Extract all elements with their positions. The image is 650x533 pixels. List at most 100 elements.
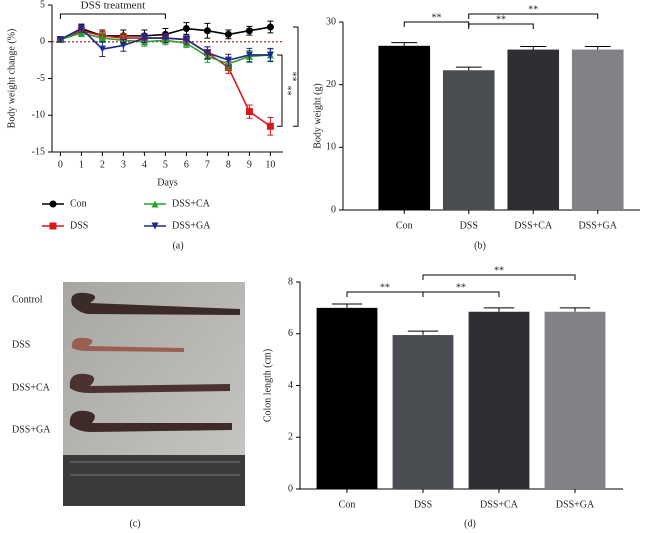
marker [56,36,64,44]
annotation: DSS treatment [81,0,145,12]
y-tick-label: 0 [331,204,336,215]
panel-label: (a) [172,240,183,251]
x-tick-label: 8 [226,159,231,170]
x-tick-label: DSS [460,220,478,231]
x-tick-label: 4 [142,159,147,170]
colon [71,292,240,315]
photo-label: DSS+CA [12,382,51,393]
legend-marker [49,222,57,230]
bar [507,49,560,210]
photo-label: DSS [12,339,30,350]
bar [571,49,624,210]
x-tick-label: 3 [121,159,126,170]
marker [266,23,274,31]
panel-label: (c) [129,518,140,529]
x-tick-label: 9 [247,159,252,170]
bar [468,311,530,489]
marker [245,108,253,116]
legend-label: DSS+CA [172,198,211,209]
y-tick-label: 8 [288,276,293,287]
y-tick-label: 2 [288,432,293,443]
marker [266,51,274,59]
marker [119,41,127,49]
x-tick-label: DSS [414,499,432,510]
panel-label: (b) [474,240,486,251]
error-bar [455,66,482,71]
photo [63,282,245,506]
marker [77,29,85,37]
error-bar [584,45,611,50]
marker [98,45,106,53]
significance-label: ** [432,12,442,23]
significance-label: ** [380,282,390,293]
x-tick-label: 0 [58,159,63,170]
marker [224,30,232,38]
bar [316,307,378,489]
legend-marker [151,200,159,208]
x-tick-label: 10 [265,159,275,170]
marker [182,36,190,44]
x-tick-label: 7 [205,159,210,170]
error-bar [559,307,591,312]
y-axis-label: Colon length (cm) [262,349,273,422]
y-tick-label: 4 [288,380,293,391]
bar [442,70,495,211]
significance-label: ** [287,72,298,82]
x-tick-label: 1 [79,159,84,170]
significance-label: ** [456,282,466,293]
significance-bracket [422,274,576,280]
colon [69,410,232,432]
photo-label: Control [12,294,43,305]
ruler-lines [70,461,240,476]
marker [203,49,211,57]
significance-bracket [468,23,534,29]
x-tick-label: 5 [163,159,168,170]
significance-bracket [468,13,599,19]
bar [392,335,454,489]
significance-bracket [277,54,283,127]
marker [266,122,274,130]
photo-label: DSS+GA [12,424,51,435]
marker [245,27,253,35]
legend-label: DSS+GA [172,220,211,231]
legend-marker [49,200,57,208]
significance-label: ** [282,86,293,96]
bar [378,45,431,211]
marker [224,56,232,64]
x-axis-label: Days [157,177,178,188]
x-tick-label: DSS+CA [514,220,553,231]
error-bar [391,42,418,46]
y-axis-label: Body weight change (%) [6,29,17,129]
x-tick-label: 2 [100,159,105,170]
y-tick-label: 20 [326,79,336,90]
colon [71,337,184,352]
y-tick-label: 5 [40,0,45,10]
x-tick-label: Con [396,220,413,231]
panel-label: (d) [464,518,476,529]
y-tick-label: -15 [32,146,45,157]
y-tick-label: 0 [40,36,45,47]
colon [69,373,230,393]
significance-label: ** [528,4,538,15]
x-tick-label: 6 [184,159,189,170]
y-tick-label: -10 [32,110,45,121]
legend-marker [151,222,159,230]
significance-label: ** [494,265,504,276]
marker [77,25,85,33]
bar [544,311,606,489]
x-tick-label: DSS+CA [480,499,519,510]
y-tick-label: 6 [288,328,293,339]
error-bar [483,307,515,312]
y-tick-label: 30 [326,16,336,27]
marker [182,25,190,33]
marker [203,27,211,35]
error-bar [407,330,439,336]
y-axis-label: Body weight (g) [312,83,323,149]
x-tick-label: DSS+GA [579,220,618,231]
marker [98,34,106,42]
legend-label: Con [70,198,87,209]
legend-label: DSS [70,220,88,231]
marker [140,34,148,42]
ruler [63,455,245,506]
